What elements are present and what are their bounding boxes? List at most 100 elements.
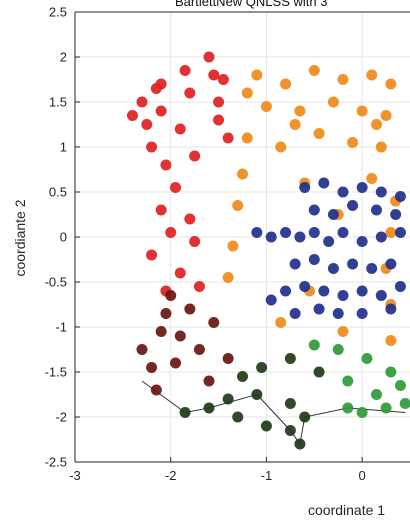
data-point	[256, 362, 268, 373]
y-axis-label: coordiante 2	[12, 199, 28, 276]
data-point	[146, 141, 158, 153]
data-point	[294, 105, 306, 117]
series-1	[222, 65, 402, 346]
data-point	[155, 204, 167, 216]
data-point	[356, 182, 368, 193]
data-point	[332, 344, 344, 355]
data-point	[308, 204, 320, 216]
series-5	[251, 177, 406, 319]
data-point	[375, 290, 387, 301]
data-point	[356, 236, 368, 247]
data-point	[170, 357, 181, 369]
data-point	[342, 402, 354, 414]
data-point	[184, 87, 196, 99]
data-point	[184, 303, 196, 315]
data-point	[394, 227, 406, 238]
data-point	[318, 285, 330, 297]
data-point	[184, 213, 196, 225]
data-point	[280, 78, 292, 90]
data-point	[141, 119, 153, 130]
data-point	[222, 132, 234, 144]
data-point	[260, 420, 272, 432]
data-point	[380, 402, 392, 414]
data-point	[150, 384, 162, 396]
data-point	[265, 231, 277, 243]
data-point	[318, 177, 330, 189]
data-point	[366, 173, 378, 184]
data-point	[280, 285, 292, 297]
data-point	[155, 326, 167, 337]
data-point	[394, 191, 406, 202]
data-point	[146, 362, 158, 373]
data-point	[294, 231, 306, 243]
series-4	[308, 339, 410, 418]
data-point	[280, 227, 292, 238]
data-point	[170, 182, 181, 193]
data-point	[179, 65, 191, 76]
data-point	[241, 132, 253, 144]
series-3	[179, 353, 325, 450]
data-point	[289, 119, 301, 130]
data-point	[275, 317, 287, 328]
data-point	[203, 51, 215, 63]
data-point	[251, 227, 263, 238]
data-point	[327, 263, 339, 274]
y-tick-label: -0.5	[45, 275, 67, 290]
data-point	[265, 294, 277, 306]
data-point	[203, 375, 215, 387]
data-point	[337, 74, 349, 85]
data-point	[208, 69, 220, 81]
data-point	[289, 308, 301, 319]
data-point	[399, 398, 410, 409]
x-tick-label: 0	[359, 468, 366, 483]
data-point	[251, 389, 263, 400]
data-point	[222, 393, 234, 405]
data-point	[356, 285, 368, 297]
data-point	[347, 137, 359, 148]
data-point	[375, 231, 387, 243]
data-point	[299, 411, 311, 423]
data-point	[385, 303, 397, 315]
data-point	[356, 308, 368, 319]
y-tick-label: 2.5	[49, 5, 67, 20]
data-point	[213, 96, 225, 108]
data-point	[361, 353, 373, 364]
data-point	[189, 236, 201, 247]
data-point	[284, 425, 296, 436]
data-point	[237, 371, 248, 382]
data-point	[385, 366, 397, 378]
data-point	[222, 353, 234, 364]
data-point	[394, 281, 406, 292]
data-point	[193, 344, 205, 355]
data-point	[337, 290, 349, 301]
data-point	[275, 141, 287, 153]
data-point	[366, 69, 378, 81]
data-point	[337, 227, 349, 238]
data-point	[126, 110, 138, 121]
y-tick-label: 0	[60, 230, 67, 245]
data-point	[332, 308, 344, 319]
data-point	[313, 128, 325, 139]
data-point	[232, 411, 244, 423]
data-point	[251, 69, 263, 81]
data-point	[323, 236, 335, 247]
data-point	[371, 204, 382, 216]
data-point	[241, 87, 253, 99]
data-point	[337, 326, 349, 337]
data-point	[390, 209, 402, 220]
data-point	[366, 263, 378, 274]
x-axis-label: coordinate 1	[308, 502, 385, 518]
y-tick-label: -2.5	[45, 455, 67, 470]
data-point	[150, 83, 162, 94]
data-point	[375, 186, 387, 198]
data-point	[232, 200, 244, 211]
data-point	[294, 438, 306, 450]
series-2	[136, 290, 234, 396]
data-point	[217, 74, 229, 85]
data-point	[260, 101, 272, 112]
data-point	[146, 249, 158, 261]
x-tick-label: -3	[69, 468, 81, 483]
data-point	[189, 150, 201, 162]
